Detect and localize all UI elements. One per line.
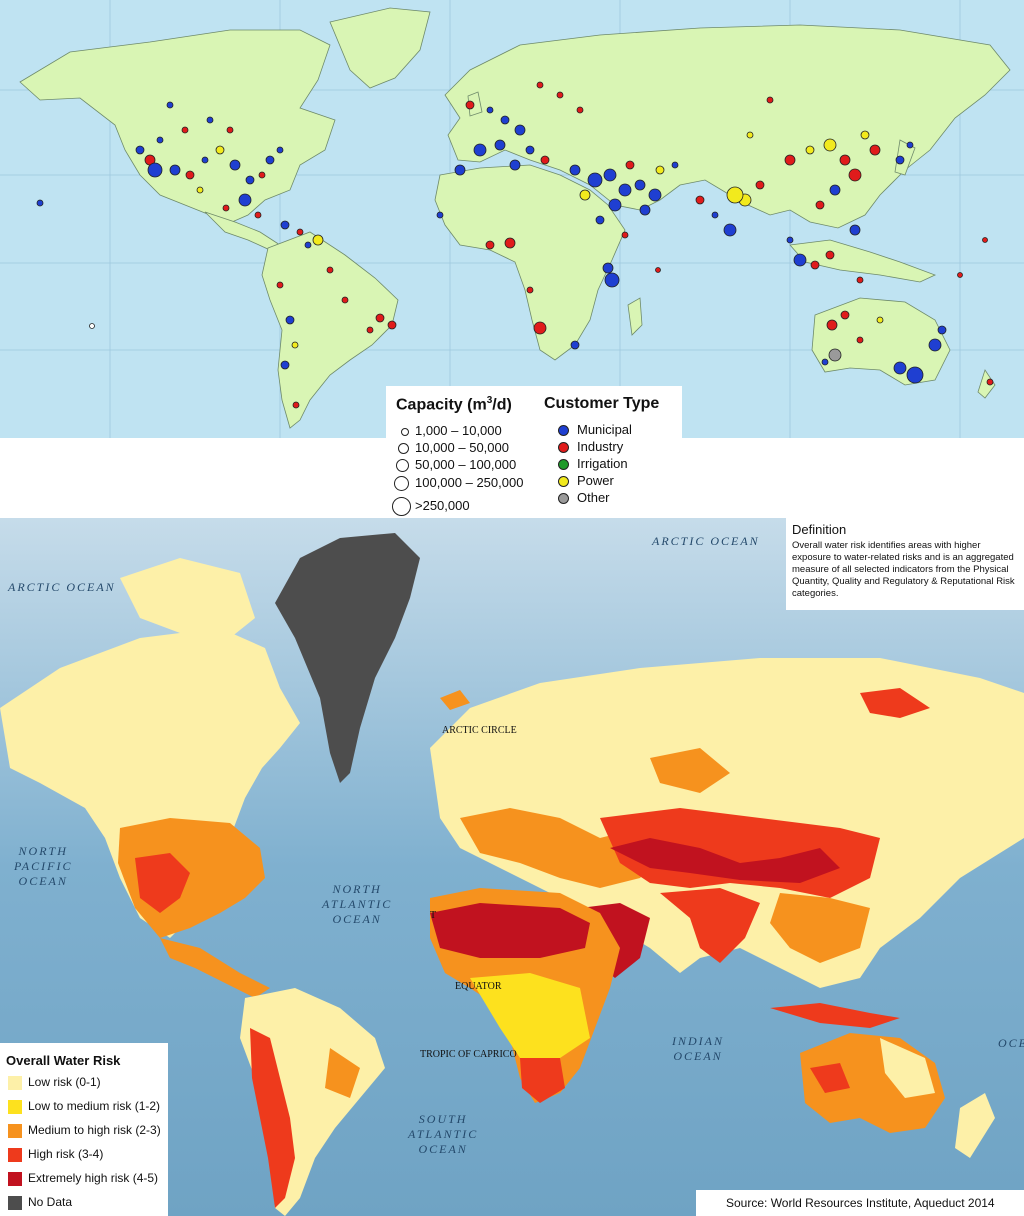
risk-europe-medium [460, 808, 670, 888]
eurasia-land [444, 24, 1011, 229]
capacity-circle-icon [396, 459, 409, 473]
water-risk-legend: Overall Water Risk Low risk (0-1) Low to… [0, 1043, 168, 1216]
medium-high-risk-swatch [8, 1123, 22, 1138]
risk-middle-east-extreme [610, 838, 840, 883]
customer-type-other: Other [558, 490, 610, 505]
source-attribution: Source: World Resources Institute, Aqued… [696, 1190, 1024, 1216]
ocean-label-right-edge: OCE [998, 1036, 1024, 1050]
line-label-equator: EQUATOR [455, 981, 502, 992]
line-label-tropic-cancer: T [430, 910, 437, 921]
capacity-class-1: 1,000 – 10,000 [398, 423, 502, 438]
risk-south-america-west [250, 1028, 295, 1208]
water-risk-map: ARCTIC OCEAN ARCTIC OCEAN NORTH PACIFIC … [0, 518, 1024, 1216]
plant-map-canvas [0, 0, 1024, 438]
industry-dot-icon [558, 442, 569, 454]
risk-greenland-no-data [275, 533, 420, 783]
risk-class-low-medium: Low to medium risk (1-2) [8, 1099, 160, 1114]
risk-south-asia-high [660, 888, 760, 963]
capacity-legend-title: Capacity (m3/d) [396, 395, 512, 414]
risk-new-zealand [955, 1093, 995, 1158]
capacity-circle-icon [398, 443, 409, 455]
low-risk-swatch [8, 1075, 22, 1090]
extremely-high-risk-swatch [8, 1171, 22, 1186]
capacity-circle-icon [401, 427, 409, 436]
southeast-asia-islands [789, 239, 937, 283]
madagascar-land [627, 297, 643, 336]
risk-class-low: Low risk (0-1) [8, 1075, 101, 1090]
risk-sahara-extreme [430, 903, 590, 958]
risk-class-medium-high: Medium to high risk (2-3) [8, 1123, 161, 1138]
capacity-circle-icon [394, 476, 409, 492]
risk-north-america [0, 628, 300, 938]
risk-canadian-arctic [120, 558, 255, 638]
desalination-plant-map [0, 0, 1024, 438]
risk-south-africa-high [520, 1058, 565, 1103]
ocean-label-north-atlantic: NORTH ATLANTIC OCEAN [322, 882, 393, 926]
capacity-circle-icon [392, 497, 411, 516]
other-dot-icon [558, 493, 569, 505]
risk-iceland [440, 690, 470, 710]
ocean-label-north-pacific: NORTH PACIFIC OCEAN [14, 844, 73, 888]
capacity-class-5: >250,000 [392, 497, 470, 516]
low-medium-risk-swatch [8, 1099, 22, 1114]
customer-type-power: Power [558, 473, 614, 488]
risk-australia-high [810, 1063, 850, 1093]
continents [19, 7, 1011, 429]
customer-type-legend-title: Customer Type [544, 395, 660, 412]
plant-map-legend: Capacity (m3/d) Customer Type 1,000 – 10… [386, 386, 682, 518]
risk-class-no-data: No Data [8, 1195, 72, 1210]
risk-africa-central [470, 973, 590, 1058]
desalination-plant-points [36, 81, 994, 409]
irrigation-dot-icon [558, 459, 569, 471]
ocean-label-arctic-left: ARCTIC OCEAN [8, 580, 116, 594]
definition-heading: Definition [792, 522, 847, 537]
ocean-label-indian: INDIAN OCEAN [672, 1034, 724, 1063]
south-america-land [261, 231, 399, 429]
capacity-class-4: 100,000 – 250,000 [394, 475, 523, 492]
customer-type-municipal: Municipal [558, 422, 632, 437]
risk-central-america [160, 938, 270, 998]
customer-type-irrigation: Irrigation [558, 456, 628, 471]
capacity-class-2: 10,000 – 50,000 [396, 440, 509, 455]
australia-land [811, 297, 951, 386]
risk-russia-east-high [860, 688, 930, 718]
risk-us-extreme [135, 853, 190, 913]
capacity-class-3: 50,000 – 100,000 [395, 457, 516, 473]
power-dot-icon [558, 476, 569, 488]
risk-definition-box: Definition Overall water risk identifies… [786, 518, 1024, 610]
risk-scandinavia [490, 688, 560, 758]
risk-siberia-orange [650, 748, 730, 793]
risk-australia-low [880, 1038, 935, 1098]
high-risk-swatch [8, 1147, 22, 1162]
risk-indonesia [770, 1003, 900, 1028]
north-america-land [19, 29, 336, 223]
municipal-dot-icon [558, 425, 569, 437]
customer-type-industry: Industry [558, 439, 623, 454]
definition-text: Overall water risk identifies areas with… [792, 540, 1015, 599]
source-text: Source: World Resources Institute, Aqued… [726, 1196, 995, 1210]
water-risk-legend-title: Overall Water Risk [6, 1053, 121, 1068]
greenland-land [329, 7, 431, 89]
no-data-swatch [8, 1195, 22, 1210]
ocean-label-arctic-right: ARCTIC OCEAN [652, 534, 760, 548]
risk-class-extremely-high: Extremely high risk (4-5) [8, 1171, 158, 1186]
risk-class-high: High risk (3-4) [8, 1147, 103, 1162]
risk-east-asia-medium [770, 893, 870, 963]
risk-south-america-east [325, 1048, 360, 1098]
line-label-tropic-capricorn: TROPIC OF CAPRICO [420, 1049, 517, 1060]
risk-map-canvas [0, 518, 1024, 1216]
ocean-label-south-atlantic: SOUTH ATLANTIC OCEAN [408, 1112, 479, 1156]
line-label-arctic-circle: ARCTIC CIRCLE [442, 725, 517, 736]
